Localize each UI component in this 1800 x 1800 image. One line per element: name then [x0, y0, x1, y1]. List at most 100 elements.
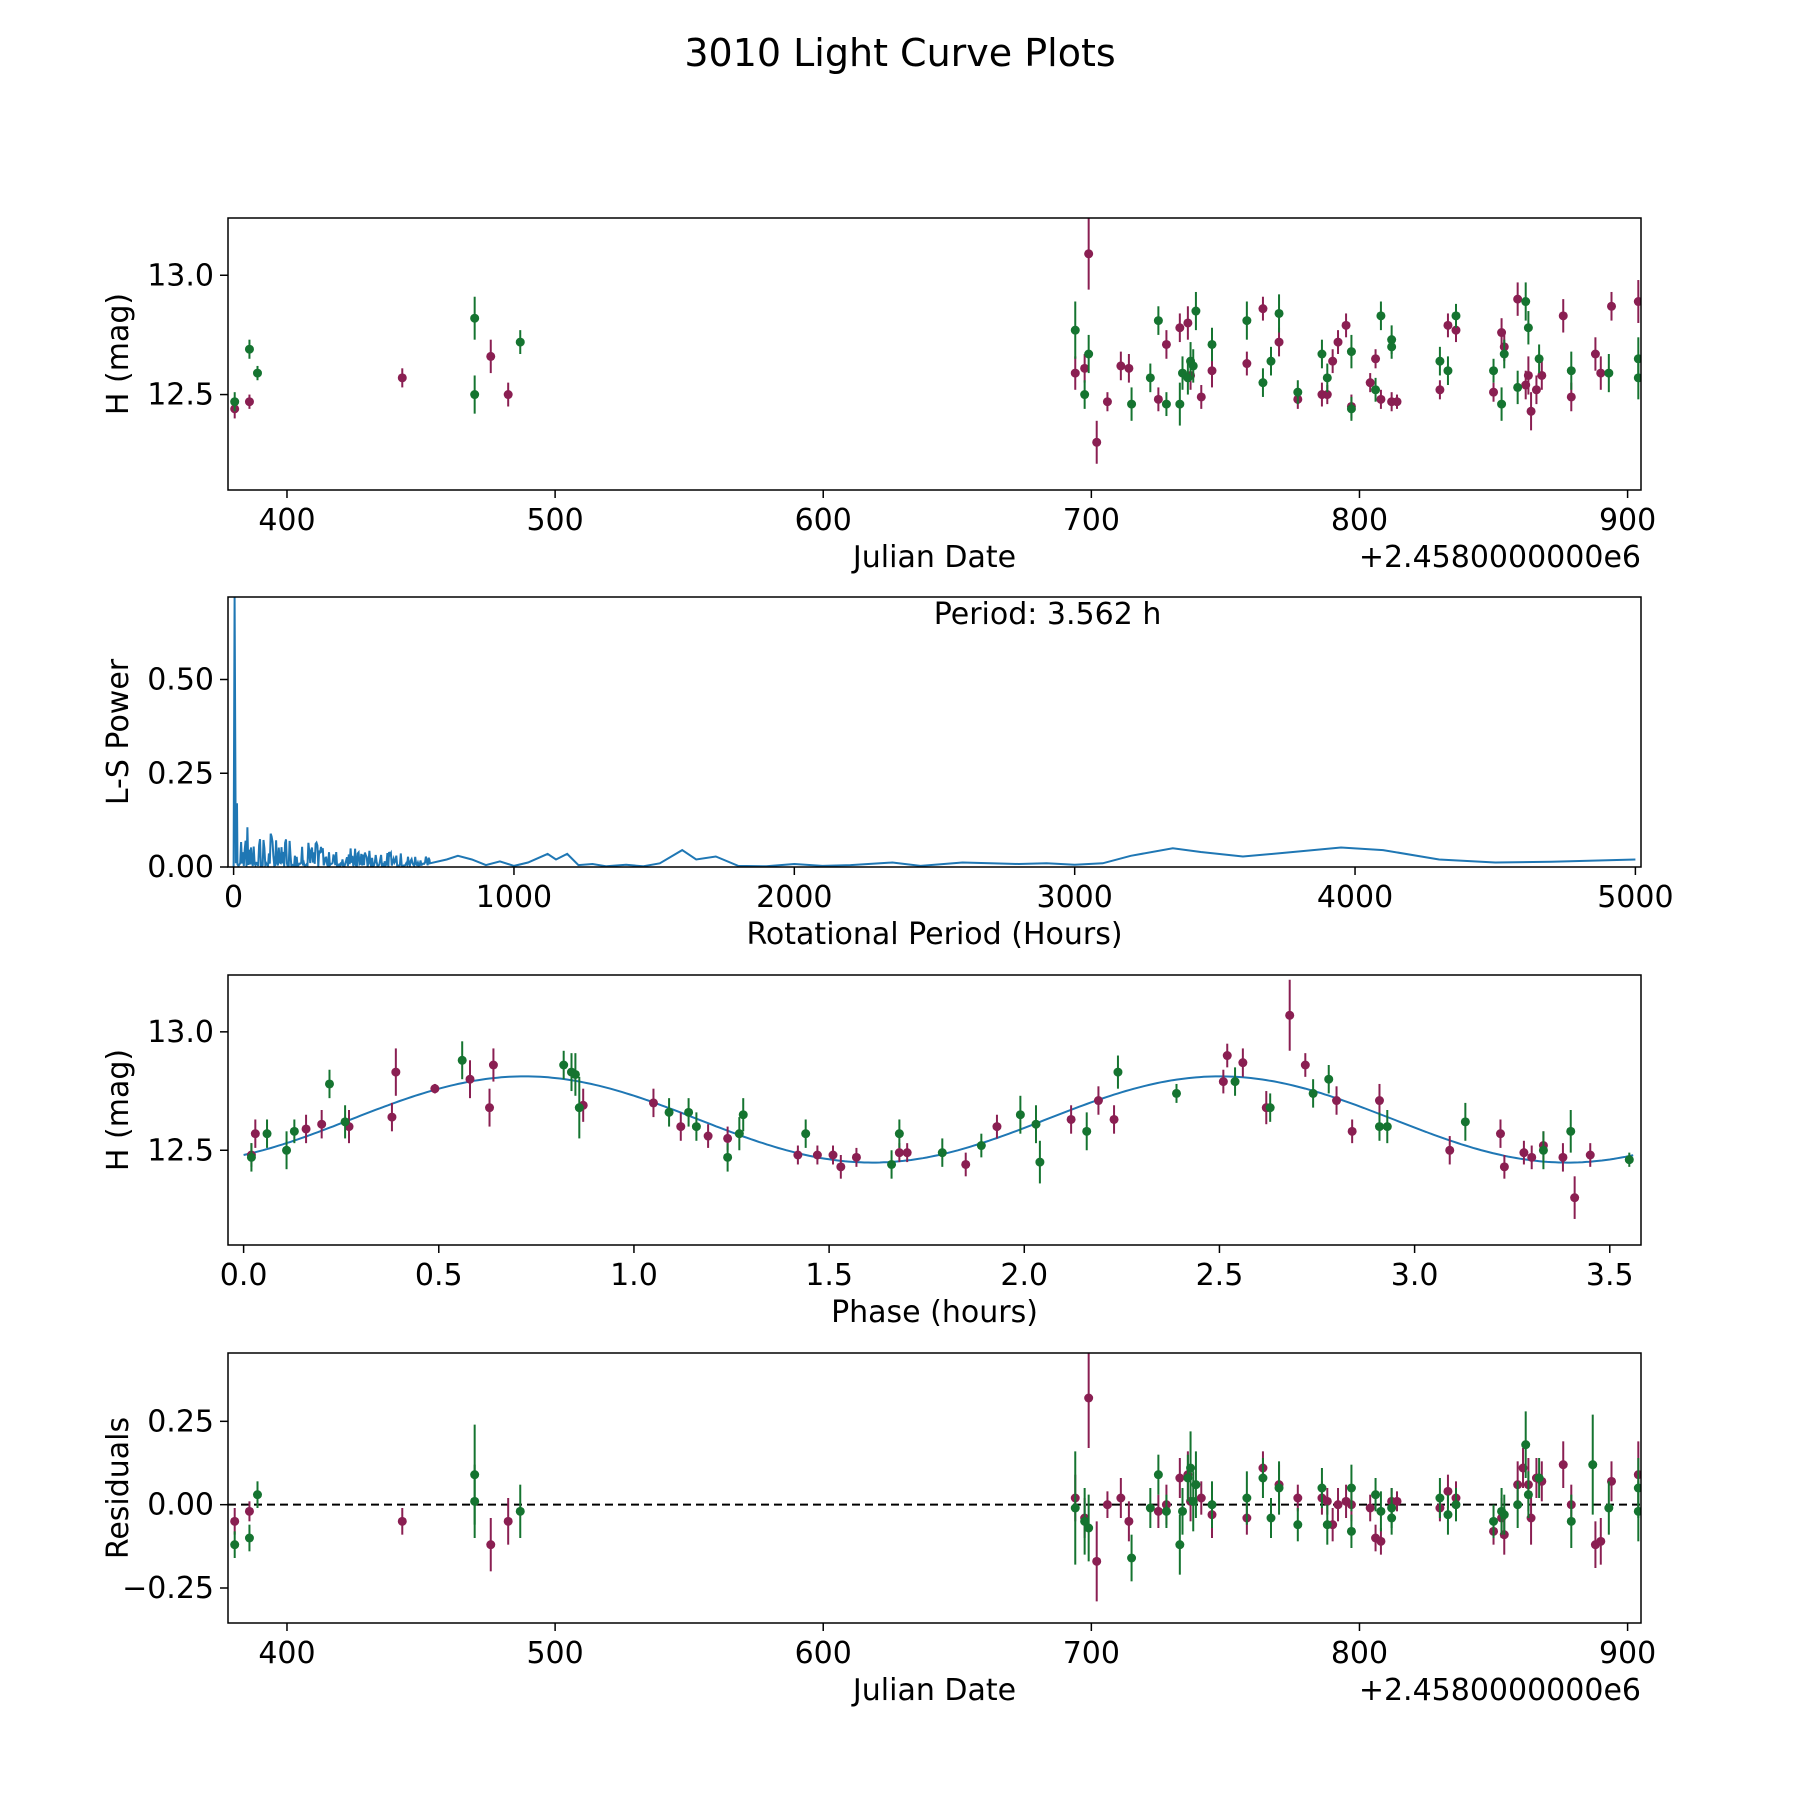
data-point	[1266, 356, 1276, 366]
data-point	[1633, 373, 1641, 383]
data-point	[1566, 392, 1576, 402]
data-point	[1207, 366, 1217, 376]
data-point	[1186, 1463, 1196, 1473]
data-point	[1497, 399, 1507, 409]
data-point	[397, 373, 407, 383]
data-point	[1274, 308, 1284, 318]
period-annotation: Period: 3.562 h	[934, 597, 1162, 632]
data-point	[515, 337, 525, 347]
data-point	[1274, 337, 1284, 347]
data-point	[1332, 1096, 1342, 1106]
data-point	[1285, 1010, 1295, 1020]
data-point	[1513, 294, 1523, 304]
data-point	[1443, 1510, 1453, 1520]
data-point	[1161, 1506, 1171, 1516]
data-point	[703, 1131, 713, 1141]
data-point	[1161, 399, 1171, 409]
data-point	[1633, 1506, 1641, 1516]
data-point	[887, 1159, 897, 1169]
data-point	[1153, 316, 1163, 326]
data-point	[801, 1129, 811, 1139]
x-axis-label: Julian Date	[851, 1673, 1016, 1708]
data-point	[1489, 1516, 1499, 1526]
x-tick-label: 600	[795, 503, 852, 538]
data-point	[1371, 354, 1381, 364]
y-tick-label: 0.00	[147, 1488, 214, 1523]
data-point	[1538, 1145, 1548, 1155]
y-tick-label: 0.25	[147, 756, 214, 791]
data-point	[1328, 356, 1338, 366]
data-point	[457, 1055, 467, 1065]
data-point	[244, 1506, 254, 1516]
x-tick-label: 400	[258, 1636, 315, 1671]
y-tick-label: 0.25	[147, 1404, 214, 1439]
data-point	[1066, 1114, 1076, 1124]
x-tick-label: 700	[1063, 1636, 1120, 1671]
periodogram-curve-group	[232, 597, 1636, 867]
model-fit-curve	[243, 1075, 1634, 1164]
data-point	[1566, 1126, 1576, 1136]
data-point	[574, 1103, 584, 1113]
data-point	[1387, 1513, 1397, 1523]
data-point	[1537, 370, 1547, 380]
data-point	[1499, 1162, 1509, 1172]
data-point	[1387, 342, 1397, 352]
data-point	[246, 1152, 256, 1162]
data-point	[1443, 366, 1453, 376]
data-point	[1558, 1152, 1568, 1162]
x-tick-label: 800	[1331, 503, 1388, 538]
x-tick-label: 5000	[1597, 880, 1673, 915]
y-axis-label: Residuals	[101, 1417, 136, 1559]
data-point	[1207, 1500, 1217, 1510]
data-point	[1371, 1490, 1381, 1500]
data-point	[1183, 318, 1193, 328]
x-axis-label: Julian Date	[851, 540, 1016, 575]
data-point	[1207, 339, 1217, 349]
data-point	[1293, 1520, 1303, 1530]
data-point	[812, 1150, 822, 1160]
data-point	[1070, 368, 1080, 378]
phased-light-curve-panel: 0.0 0.5 1.0 1.5 2.0 2.5 3.0 3.5 12.5 13.0 Phase (h…	[101, 974, 1642, 1330]
x-tick-label: 3000	[1036, 880, 1112, 915]
data-point	[1175, 1540, 1185, 1550]
x-tick-label: 0.5	[415, 1258, 463, 1293]
data-point	[1191, 1480, 1201, 1490]
data-point	[1443, 1486, 1453, 1496]
data-point	[1102, 397, 1112, 407]
data-point	[793, 1150, 803, 1160]
x-tick-label: 1.5	[805, 1258, 853, 1293]
data-point	[1346, 404, 1356, 414]
data-point	[1293, 1493, 1303, 1503]
x-tick-label: 2.0	[1000, 1258, 1048, 1293]
data-point	[1513, 382, 1523, 392]
x-offset-label: +2.4580000000e6	[1359, 1673, 1641, 1708]
data-point	[252, 368, 262, 378]
data-point	[1489, 366, 1499, 376]
data-point	[1242, 316, 1252, 326]
data-point	[1499, 349, 1509, 359]
x-tick-label: 600	[795, 1636, 852, 1671]
data-point	[1258, 1473, 1268, 1483]
y-tick-label: 12.5	[147, 378, 214, 413]
data-point	[1523, 370, 1533, 380]
data-point	[1242, 359, 1252, 369]
y-axis-label: H (mag)	[101, 293, 136, 415]
data-point	[1127, 399, 1137, 409]
data-point	[1196, 1493, 1206, 1503]
data-point	[430, 1084, 440, 1094]
data-point	[1300, 1060, 1310, 1070]
data-point	[465, 1074, 475, 1084]
data-point	[1242, 1493, 1252, 1503]
data-point	[937, 1148, 947, 1158]
data-point	[1145, 373, 1155, 383]
data-point	[1376, 311, 1386, 321]
plot-frame	[227, 217, 1642, 491]
data-point	[1175, 399, 1185, 409]
data-point	[1031, 1119, 1041, 1129]
x-tick-label: 3.5	[1586, 1258, 1634, 1293]
data-point	[1376, 1506, 1386, 1516]
data-point	[262, 1129, 272, 1139]
x-tick-label: 700	[1063, 503, 1120, 538]
data-point	[391, 1067, 401, 1077]
data-point	[1451, 1500, 1461, 1510]
